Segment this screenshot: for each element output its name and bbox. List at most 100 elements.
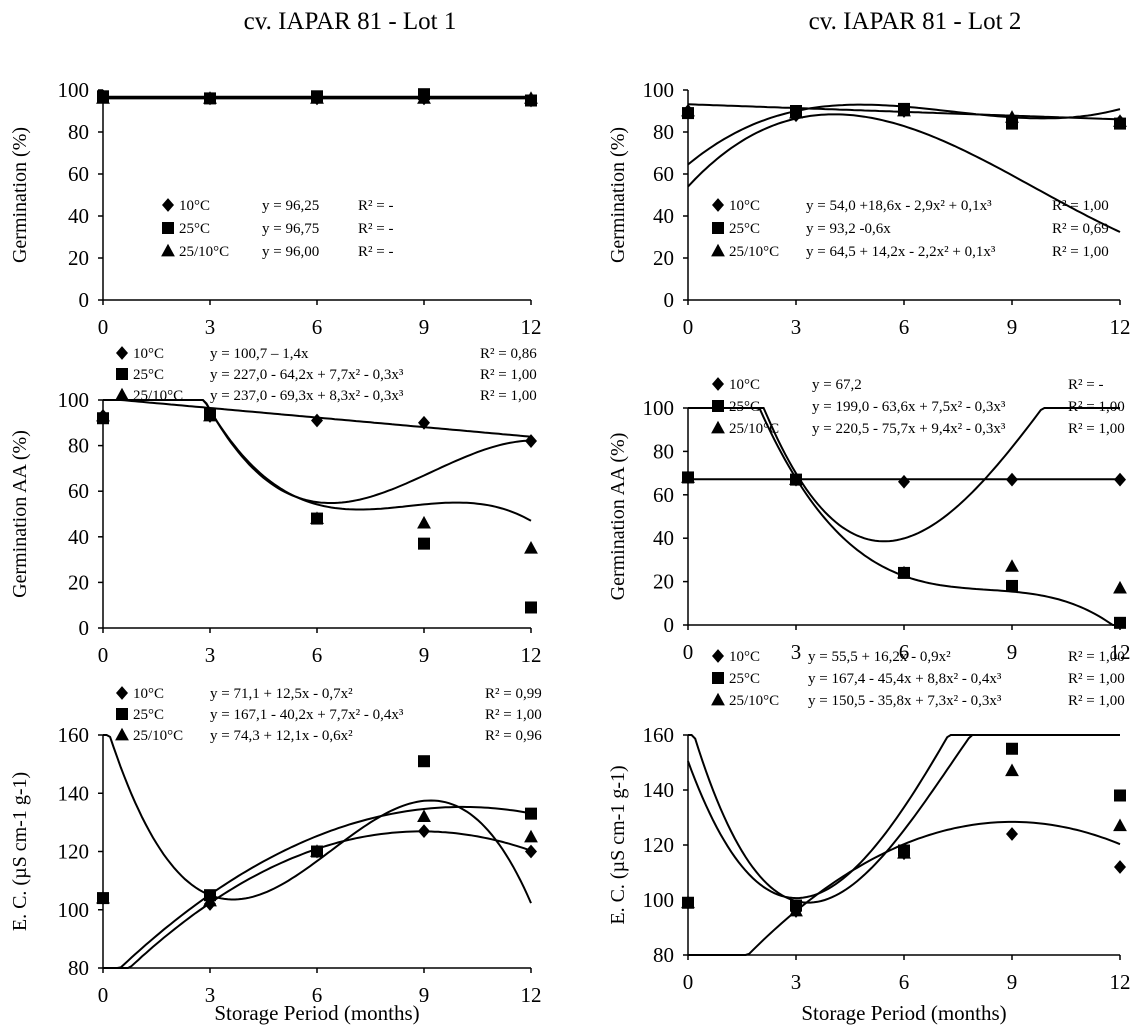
data-point-square <box>1006 742 1018 755</box>
legend-r2: R² = - <box>358 221 393 237</box>
data-point-triangle <box>417 515 431 529</box>
legend-label: 10°C <box>179 198 210 214</box>
legend-marker-square <box>712 222 724 234</box>
legend-marker-diamond <box>712 649 724 663</box>
legend-r2: R² = 1,00 <box>1068 399 1125 415</box>
data-point-triangle <box>524 829 538 843</box>
data-point-diamond <box>525 844 537 859</box>
legend-equation: y = 150,5 - 35,8x + 7,3x² - 0,3x³ <box>808 693 1002 709</box>
fit-line-triangle <box>103 805 532 969</box>
legend-label: 25/10°C <box>179 244 229 260</box>
column-title-lot-2: cv. IAPAR 81 - Lot 2 <box>808 8 1022 35</box>
legend-equation: y = 220,5 - 75,7x + 9,4x² - 0,3x³ <box>812 421 1006 437</box>
data-point-diamond <box>1006 472 1018 487</box>
legend-label: 25°C <box>133 367 164 383</box>
x-axis-label: Storage Period (months) <box>214 1001 419 1025</box>
y-tick-label: 0 <box>664 288 675 312</box>
y-tick-label: 140 <box>643 778 675 802</box>
legend-marker-square <box>116 368 128 380</box>
fit-line-square <box>103 734 532 904</box>
data-point-triangle <box>1005 559 1019 572</box>
legend-label: 25°C <box>179 221 210 237</box>
legend-r2: R² = 1,00 <box>1068 649 1125 665</box>
legend-equation: y = 100,7 – 1,4x <box>210 346 309 362</box>
x-tick-label: 3 <box>791 315 802 339</box>
x-tick-label: 0 <box>683 970 694 994</box>
legend-equation: y = 199,0 - 63,6x + 7,5x² - 0,3x³ <box>812 399 1006 415</box>
legend-r2: R² = 1,00 <box>480 388 537 404</box>
chart-5: 80 100 120 140 160 0 3 6 9 12 E. C. (µS cm-1 g-1) S… <box>9 686 542 1025</box>
legend-r2: R² = 1,00 <box>1052 244 1109 260</box>
legend-marker-diamond <box>712 198 724 212</box>
legend-equation: y = 96,00 <box>262 244 319 260</box>
data-point-diamond <box>1114 860 1126 874</box>
data-point-triangle <box>310 91 324 104</box>
legend-equation: y = 227,0 - 64,2x + 7,7x² - 0,3x³ <box>210 367 404 383</box>
x-tick-label: 0 <box>98 983 109 1007</box>
legend-marker-square <box>712 672 724 684</box>
y-tick-label: 80 <box>68 956 89 980</box>
y-axis-label: Germination (%) <box>9 127 31 263</box>
x-tick-label: 0 <box>683 315 694 339</box>
x-tick-label: 3 <box>791 640 802 664</box>
y-tick-label: 20 <box>653 246 674 270</box>
legend-label: 25/10°C <box>729 421 779 437</box>
data-point-square <box>525 807 537 820</box>
legend-label: 25°C <box>729 399 760 415</box>
chart-4: 0 20 40 60 80 100 0 3 6 9 12 Germination AA (%) 10°C… <box>607 377 1131 664</box>
legend-r2: R² = 1,00 <box>1068 693 1125 709</box>
data-point-square <box>1006 579 1018 592</box>
x-tick-label: 12 <box>1110 970 1131 994</box>
data-point-diamond <box>525 434 537 448</box>
y-tick-label: 80 <box>653 943 674 967</box>
x-tick-label: 6 <box>899 640 910 664</box>
legend-r2: R² = - <box>358 244 393 260</box>
x-tick-label: 12 <box>521 983 542 1007</box>
fit-line-square <box>688 407 1120 626</box>
data-point-triangle <box>96 408 110 422</box>
legend-marker-square <box>116 708 128 720</box>
chart-6: 80 100 120 140 160 0 3 6 9 12 E. C. (µS cm-1 g-1) S… <box>607 649 1131 1025</box>
y-tick-label: 140 <box>58 781 90 805</box>
data-point-triangle <box>897 103 911 117</box>
y-axis-label: E. C. (µS cm-1 g-1) <box>9 772 31 931</box>
y-tick-label: 40 <box>68 204 89 228</box>
x-tick-label: 9 <box>1007 315 1018 339</box>
data-point-triangle <box>681 470 695 483</box>
legend-label: 25/10°C <box>729 244 779 260</box>
y-tick-label: 80 <box>68 120 89 144</box>
data-point-diamond <box>418 415 430 430</box>
legend-equation: y = 54,0 +18,6x - 2,9x² + 0,1x³ <box>806 198 992 214</box>
x-tick-label: 3 <box>205 315 216 339</box>
x-tick-label: 6 <box>312 983 323 1007</box>
data-point-triangle <box>310 844 324 857</box>
legend-label: 10°C <box>729 198 760 214</box>
data-point-triangle <box>1113 114 1127 127</box>
y-tick-label: 20 <box>68 246 89 270</box>
data-point-diamond <box>311 413 323 428</box>
data-point-square <box>418 755 430 768</box>
data-point-diamond <box>1114 472 1126 487</box>
y-axis-label: Germination (%) <box>607 127 629 263</box>
y-tick-label: 40 <box>653 204 674 228</box>
data-point-diamond <box>898 474 910 489</box>
fit-line-triangle <box>687 734 1120 900</box>
legend-label: 25/10°C <box>133 728 183 744</box>
data-point-square <box>1114 789 1126 802</box>
legend-r2: R² = 1,00 <box>485 707 542 723</box>
data-point-diamond <box>1006 827 1018 841</box>
legend-label: 25°C <box>133 707 164 723</box>
x-tick-label: 6 <box>312 315 323 339</box>
legend-r2: R² = 0,99 <box>485 686 542 702</box>
legend-marker-triangle <box>115 727 129 741</box>
y-tick-label: 80 <box>653 439 674 463</box>
data-point-triangle <box>1113 818 1127 832</box>
x-tick-label: 0 <box>683 640 694 664</box>
fit-line-diamond <box>687 113 1121 233</box>
fit-line-triangle <box>688 407 1120 543</box>
fit-line-diamond <box>688 820 1121 956</box>
legend-label: 25/10°C <box>729 693 779 709</box>
data-point-triangle <box>203 408 217 422</box>
